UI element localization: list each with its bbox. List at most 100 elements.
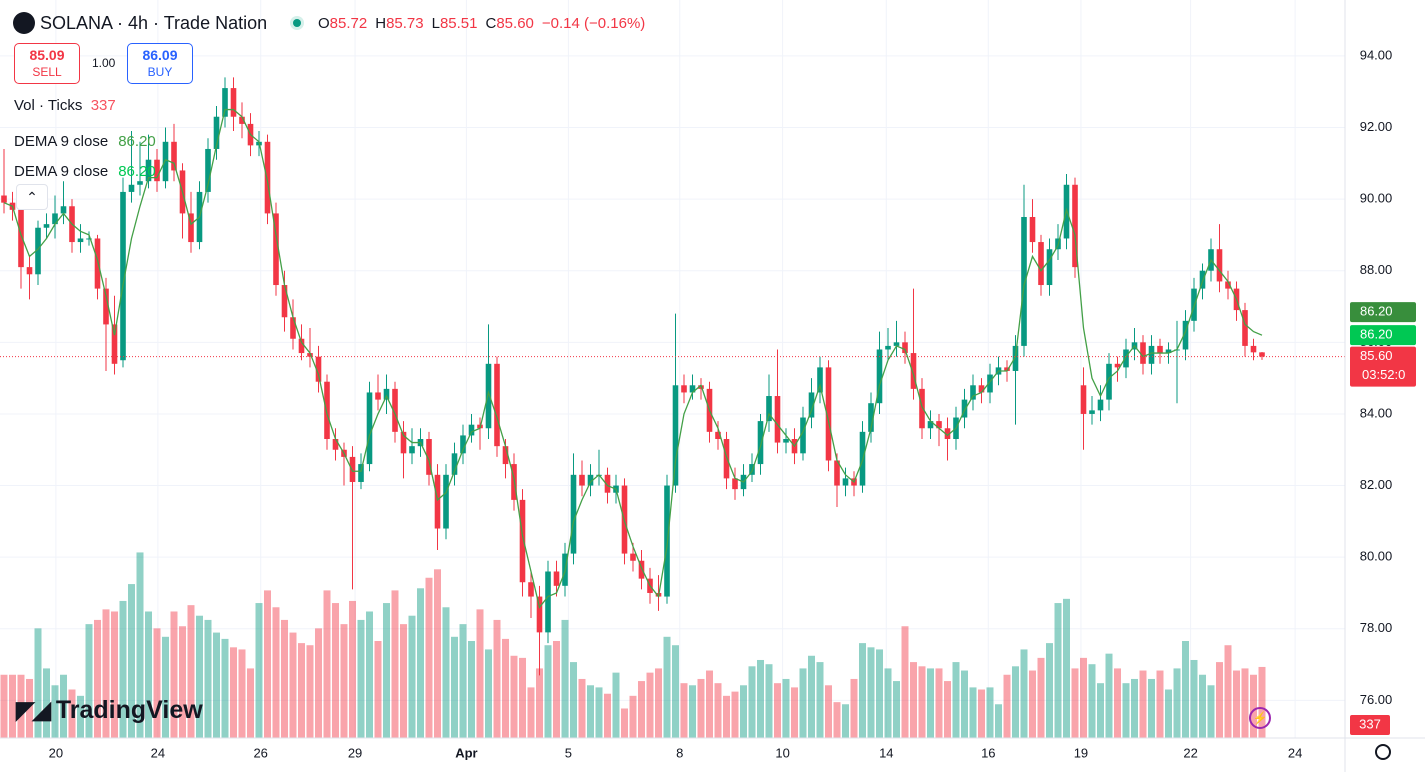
symbol-icon[interactable]	[13, 12, 35, 34]
volume-bar	[944, 681, 951, 738]
candle-body	[443, 474, 449, 529]
symbol[interactable]: SOLANA · 4h · Trade Nation	[40, 13, 268, 33]
candle-body	[681, 385, 687, 393]
candle-body	[77, 238, 84, 243]
volume-bar	[417, 588, 424, 738]
candle-body	[290, 317, 296, 339]
candle-body	[1165, 349, 1172, 354]
volume-bar	[1190, 659, 1198, 738]
candle-body	[94, 238, 101, 289]
candle-body	[315, 356, 322, 382]
volume-bar	[519, 657, 526, 738]
volume-bar	[1148, 678, 1155, 738]
volume-bar	[374, 641, 382, 738]
volume-bar	[179, 626, 186, 738]
volume-bar	[213, 632, 220, 738]
volume-bar	[825, 685, 832, 738]
volume-bar	[408, 615, 416, 738]
volume-bar	[34, 628, 42, 738]
candle-body	[60, 206, 67, 214]
candle-body	[35, 227, 41, 275]
x-tick-label: 26	[253, 745, 267, 760]
candle-body	[757, 421, 764, 465]
price-marker	[1350, 346, 1416, 387]
volume-bar	[1258, 666, 1266, 738]
volume-bar	[442, 607, 450, 738]
volume-bar	[68, 689, 76, 738]
volume-bar	[136, 552, 144, 738]
candle-body	[426, 439, 432, 475]
price-marker	[1350, 325, 1416, 346]
candle-body	[638, 560, 645, 579]
flash-icon[interactable]: ⚡	[1249, 707, 1271, 729]
candle-body	[842, 478, 849, 486]
volume-bar	[434, 569, 441, 738]
candle-body	[383, 388, 390, 400]
candle-body	[689, 385, 696, 393]
volume-bar	[808, 655, 815, 738]
x-tick-label: 22	[1183, 745, 1197, 760]
volume-bar	[332, 603, 339, 738]
candle-body	[298, 338, 305, 354]
volume-bar	[706, 670, 713, 738]
ohlc-change: −0.14 (−0.16%)	[541, 15, 646, 32]
quantity[interactable]: 1.00	[92, 56, 116, 70]
candle-body	[834, 460, 840, 486]
volume-bar	[1003, 674, 1011, 738]
volume-name: Vol · Ticks	[14, 97, 83, 114]
volume-bar	[170, 611, 178, 738]
y-tick-label: 94.00	[1360, 47, 1393, 62]
candle-body	[145, 159, 152, 182]
volume-bar	[1037, 657, 1045, 738]
volume-bar	[476, 609, 484, 738]
volume-bar	[901, 626, 909, 738]
volume-bar	[323, 590, 331, 738]
candle-body	[528, 582, 534, 597]
volume-bar	[731, 691, 739, 738]
volume-bar	[60, 674, 67, 738]
volume-bar	[306, 645, 314, 738]
candle-body	[26, 267, 33, 275]
indicator-value: 86.20	[118, 163, 156, 180]
x-tick-label: 8	[676, 745, 683, 760]
candle-body	[868, 403, 874, 432]
volume-bar	[867, 647, 875, 738]
volume-bar	[315, 628, 322, 738]
candle-body	[366, 392, 373, 465]
volume-bar	[1207, 685, 1215, 738]
volume-bar	[94, 619, 101, 738]
sell-button[interactable]: 85.09 SELL	[14, 43, 80, 84]
volume-bar	[468, 641, 475, 738]
volume-bar	[570, 662, 577, 738]
logo-icon: ◤◢	[16, 697, 51, 724]
price-marker-label: 85.60	[1360, 348, 1393, 363]
volume-bar	[595, 687, 603, 738]
ohlc-value: 85.72	[329, 15, 368, 32]
candle-body	[536, 596, 543, 633]
volume-bar	[1012, 666, 1019, 738]
candle-body	[171, 141, 177, 171]
volume-bar	[1241, 668, 1249, 738]
x-tick-label: Apr	[455, 745, 477, 760]
volume-bar	[1216, 662, 1223, 738]
collapse-button[interactable]: ⌃	[16, 184, 48, 210]
y-tick-label: 84.00	[1360, 405, 1393, 420]
volume-bar	[527, 687, 535, 738]
candle-body	[1216, 249, 1223, 282]
settings-icon[interactable]	[1375, 744, 1391, 760]
candle-body	[86, 238, 92, 240]
price-marker-label: 86.20	[1360, 327, 1393, 342]
volume-marker-label: 337	[1359, 716, 1381, 731]
candle-body	[273, 213, 279, 286]
buy-button[interactable]: 86.09 BUY	[127, 43, 193, 84]
indicator-row[interactable]: DEMA 9 close 86.20	[14, 127, 156, 157]
volume-bar	[961, 670, 968, 738]
volume-bar	[757, 659, 764, 738]
volume-bar	[740, 685, 747, 738]
indicator-row[interactable]: DEMA 9 close 86.20	[14, 157, 156, 187]
candle-body	[630, 553, 636, 561]
logo-text: TradingView	[55, 696, 203, 724]
candle-body	[723, 439, 730, 479]
y-tick-label: 82.00	[1360, 477, 1393, 492]
